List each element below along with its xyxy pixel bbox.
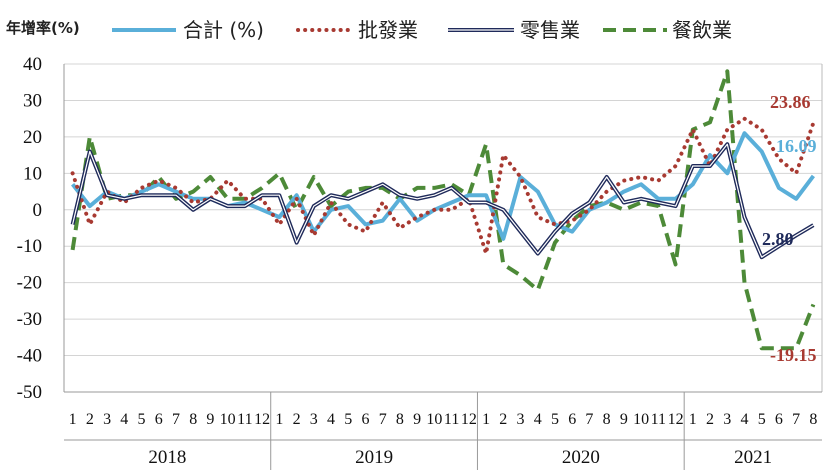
y-tick-label: -20 [17,273,42,294]
series-line-retail-inner [72,143,814,258]
x-tick-labels: 1 2 3 4 5 6 7 8 9 10 11 12 1 2 3 4 5 6 7 8 9 10 11 12 1 2 3 4 5 6 7 8 9 1… [69,411,818,428]
x-tick-label: 11 [444,411,459,428]
y-tick-label: -10 [17,236,42,257]
x-tick-label: 3 [103,411,111,428]
x-tick-label: 6 [155,411,163,428]
x-tick-label: 7 [585,411,593,428]
x-tick-label: 9 [206,411,214,428]
y-tick-label: 40 [23,54,42,75]
year-label: 2019 [355,447,393,468]
x-tick-label: 6 [568,411,576,428]
x-tick-label: 5 [344,411,352,428]
x-tick-label: 2 [86,411,94,428]
data-label-food: -19.15 [770,345,817,365]
year-label: 2021 [734,447,772,468]
y-tick-label: -40 [17,346,42,367]
x-tick-label: 5 [551,411,559,428]
x-tick-label: 11 [651,411,666,428]
series-lines [70,69,816,351]
legend-label-retail: 零售業 [520,18,580,42]
x-tick-label: 12 [254,411,270,428]
series-line-wholesale [70,116,816,256]
x-tick-label: 4 [534,411,542,428]
data-labels: 23.86 16.09 2.80 -19.15 [762,92,817,365]
x-tick-label: 2 [499,411,507,428]
legend-label-food: 餐飲業 [672,18,732,42]
x-tick-label: 3 [310,411,318,428]
x-tick-label: 11 [237,411,252,428]
x-tick-label: 1 [689,411,697,428]
x-tick-label: 12 [461,411,477,428]
x-tick-label: 4 [327,411,335,428]
y-tick-label: 0 [33,200,43,221]
legend-label-wholesale: 批發業 [358,18,418,42]
series-line-food [70,69,816,351]
x-tick-label: 5 [758,411,766,428]
x-tick-label: 9 [620,411,628,428]
x-tick-label: 2 [293,411,301,428]
x-tick-label: 10 [220,411,236,428]
year-label: 2020 [562,447,600,468]
series-line-total [71,131,815,241]
x-tick-label: 1 [275,411,283,428]
y-tick-label: 30 [23,90,42,111]
x-tick-label: 7 [792,411,800,428]
x-tick-label: 12 [668,411,684,428]
data-label-total: 16.09 [776,136,817,156]
y-tick-label: 20 [23,127,42,148]
x-tick-label: 4 [120,411,128,428]
y-tick-label: -50 [17,382,42,403]
x-tick-label: 2 [706,411,714,428]
y-tick-label: -30 [17,309,42,330]
x-tick-label: 7 [172,411,180,428]
x-tick-label: 8 [189,411,197,428]
x-tick-label: 1 [482,411,490,428]
data-label-wholesale: 23.86 [770,92,811,112]
year-label: 2018 [148,447,186,468]
data-label-retail: 2.80 [762,229,794,249]
y-tick-label: 10 [23,163,42,184]
x-tick-label: 4 [740,411,748,428]
x-tick-label: 10 [633,411,649,428]
x-tick-label: 3 [723,411,731,428]
y-tick-labels: 40 30 20 10 0 -10 -20 -30 -40 -50 [17,54,42,403]
x-tick-label: 10 [426,411,442,428]
x-tick-label: 8 [603,411,611,428]
y-axis-title: 年增率(%) [6,19,80,37]
x-tick-label: 9 [413,411,421,428]
x-tick-label: 6 [775,411,783,428]
grid-lines [64,63,822,393]
year-labels: 2018 2019 2020 2021 [148,392,772,470]
legend: 合計 (%) 批發業 零售業 餐飲業 [112,18,732,42]
legend-label-total: 合計 (%) [183,18,264,42]
x-tick-label: 6 [361,411,369,428]
x-tick-label: 5 [138,411,146,428]
x-tick-label: 8 [396,411,404,428]
axes [63,64,823,441]
x-tick-label: 8 [809,411,817,428]
x-tick-label: 7 [379,411,387,428]
x-tick-label: 3 [517,411,525,428]
x-tick-label: 1 [69,411,77,428]
series-line-retail [70,142,815,260]
